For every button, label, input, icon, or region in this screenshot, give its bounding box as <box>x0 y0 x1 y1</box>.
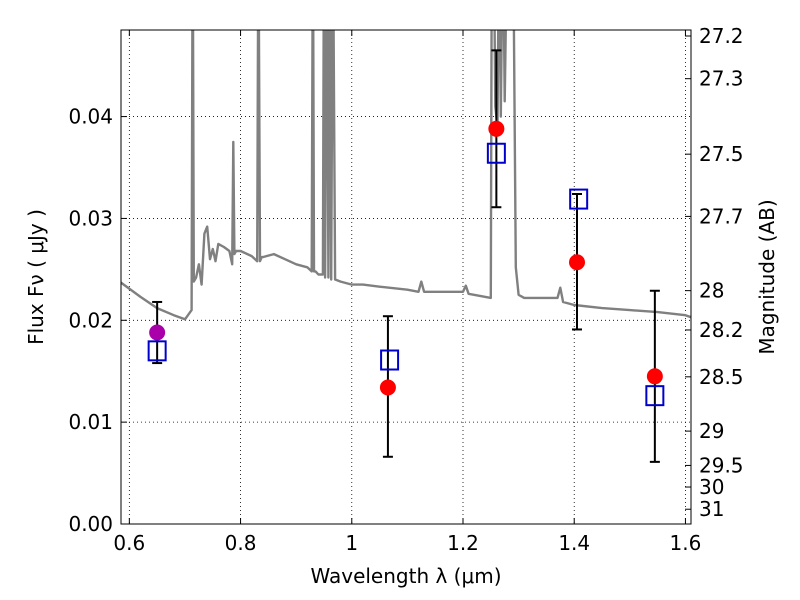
x-tick-label: 1.2 <box>447 531 479 555</box>
data-marks <box>147 49 665 463</box>
sed-curve-layer <box>121 30 691 321</box>
x-axis-label: Wavelength λ (μm) <box>310 564 501 588</box>
model-square <box>380 349 400 371</box>
data-point <box>149 324 166 341</box>
right-tick-label: 29 <box>699 419 724 443</box>
right-tick-label: 28.2 <box>699 318 744 342</box>
y-tick-label: 0.02 <box>68 308 113 332</box>
model-square <box>569 188 589 210</box>
model-square <box>147 340 167 362</box>
model-square <box>645 385 665 407</box>
sed-line <box>121 30 691 321</box>
x-tick-label: 0.8 <box>225 531 257 555</box>
plot-frame <box>120 29 692 525</box>
x-tick-label: 1.4 <box>558 531 590 555</box>
right-tick-label: 28.5 <box>699 365 744 389</box>
grid <box>121 30 691 524</box>
right-tick-label: 29.5 <box>699 453 744 477</box>
x-tick-label: 1.6 <box>670 531 702 555</box>
right-tick-label: 31 <box>699 497 724 521</box>
right-tick-label: 27.2 <box>699 24 744 48</box>
data-point <box>646 368 663 385</box>
right-tick-label: 28 <box>699 279 724 303</box>
data-point <box>569 254 585 271</box>
axis-ticks: 0.6 0.8 1 1.2 1.4 1.6 0.00 0.01 0.02 0.03 0.04 27.2… <box>68 24 743 555</box>
right-tick-label: 27.5 <box>699 142 744 166</box>
right-tick-label: 30 <box>699 475 724 499</box>
data-point <box>379 379 396 396</box>
data-point <box>488 120 505 137</box>
y-axis-label: Flux Fν ( μJy ) <box>24 209 48 345</box>
right-tick-label: 27.3 <box>699 67 744 91</box>
y-tick-label: 0.04 <box>68 105 113 129</box>
right-tick-label: 27.7 <box>699 204 744 228</box>
y-tick-label: 0.01 <box>68 410 113 434</box>
x-tick-label: 1 <box>345 531 358 555</box>
model-square <box>486 142 506 164</box>
y-tick-label: 0.03 <box>68 206 113 230</box>
y-tick-label: 0.00 <box>68 512 113 536</box>
y-axis-right-label: Magnitude (AB) <box>755 199 779 354</box>
x-tick-label: 0.6 <box>113 531 145 555</box>
